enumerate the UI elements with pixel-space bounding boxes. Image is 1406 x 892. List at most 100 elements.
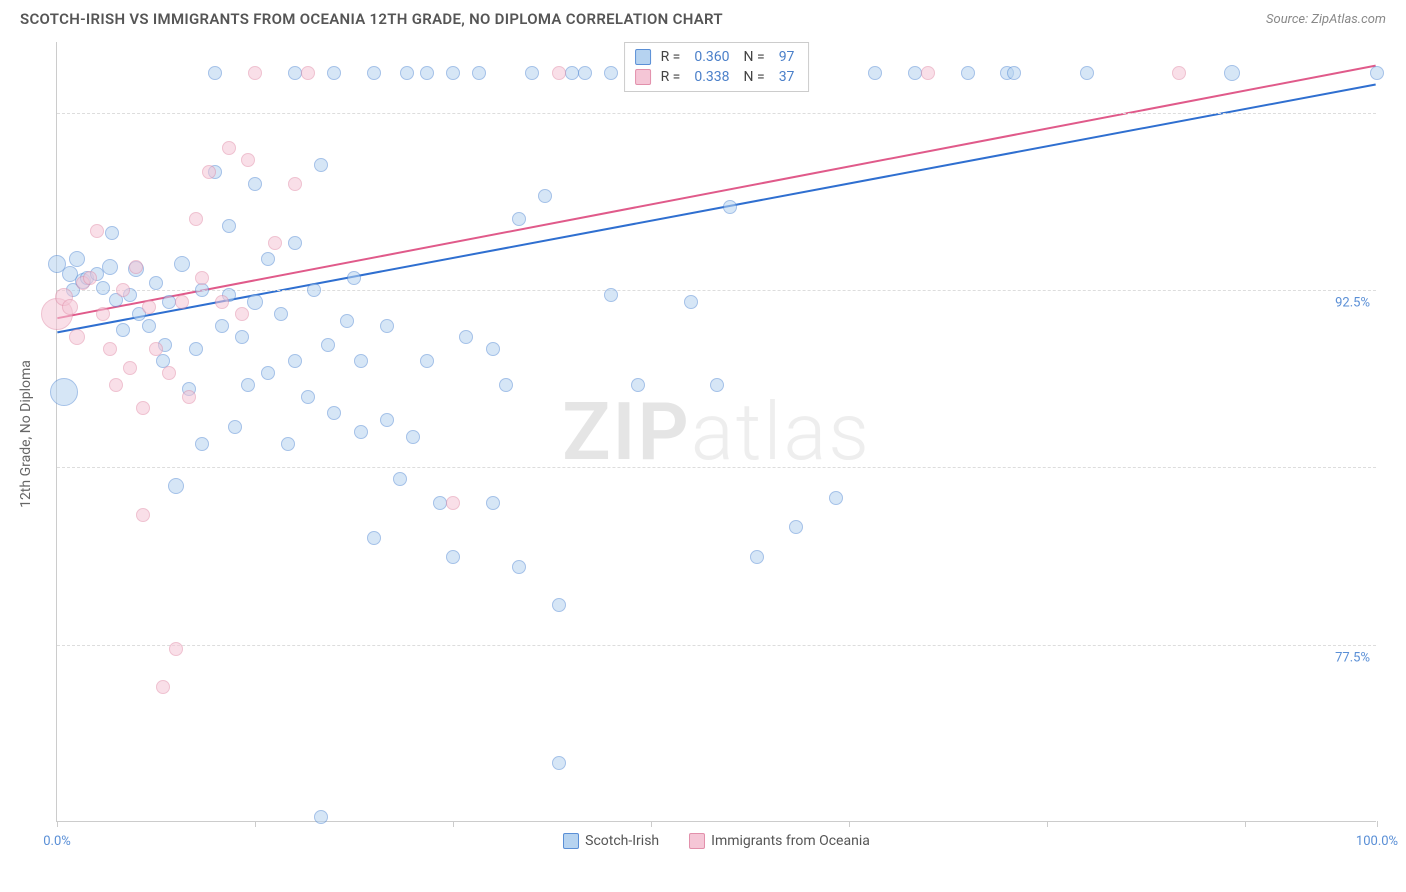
data-point (136, 401, 150, 415)
series-legend: Scotch-IrishImmigrants from Oceania (57, 833, 1376, 849)
x-tick (651, 821, 652, 827)
data-point (235, 330, 249, 344)
data-point (327, 66, 341, 80)
x-tick-label: 0.0% (43, 834, 71, 849)
stat-n-value: 37 (779, 69, 795, 85)
data-point (393, 472, 407, 486)
data-point (400, 66, 414, 80)
data-point (631, 378, 645, 392)
data-point (96, 281, 110, 295)
data-point (406, 430, 420, 444)
y-tick-label: 92.5% (1335, 296, 1370, 311)
legend-swatch (635, 49, 651, 65)
data-point (149, 342, 163, 356)
x-tick-label: 100.0% (1356, 834, 1398, 849)
stat-n-label: N = (744, 69, 765, 85)
data-point (750, 550, 764, 564)
data-point (241, 378, 255, 392)
data-point (142, 300, 156, 314)
data-point (175, 295, 189, 309)
data-point (174, 256, 190, 272)
legend-label: Scotch-Irish (585, 833, 659, 849)
data-point (327, 406, 341, 420)
data-point (789, 520, 803, 534)
data-point (288, 66, 302, 80)
legend-stat-row: R =0.360N =97 (635, 47, 799, 67)
data-point (96, 307, 110, 321)
data-point (446, 550, 460, 564)
data-point (241, 153, 255, 167)
data-point (354, 425, 368, 439)
x-tick (255, 821, 256, 827)
data-point (420, 354, 434, 368)
data-point (288, 236, 302, 250)
data-point (684, 295, 698, 309)
data-point (189, 212, 203, 226)
plot-area: ZIPatlas R =0.360N =97R =0.338N =37 Scot… (56, 42, 1376, 822)
data-point (90, 224, 104, 238)
data-point (142, 319, 156, 333)
scatter-chart: 12th Grade, No Diploma ZIPatlas R =0.360… (0, 34, 1406, 884)
data-point (486, 496, 500, 510)
stat-n-label: N = (744, 49, 765, 65)
gridline (57, 113, 1376, 114)
data-point (261, 252, 275, 266)
data-point (109, 378, 123, 392)
data-point (486, 342, 500, 356)
data-point (604, 288, 618, 302)
x-tick (1047, 821, 1048, 827)
chart-title: SCOTCH-IRISH VS IMMIGRANTS FROM OCEANIA … (20, 10, 723, 28)
stat-r-value: 0.338 (694, 69, 729, 85)
stat-r-label: R = (661, 49, 681, 65)
data-point (202, 165, 216, 179)
data-point (195, 437, 209, 451)
data-point (116, 283, 130, 297)
data-point (321, 338, 335, 352)
data-point (69, 329, 85, 345)
data-point (116, 323, 130, 337)
data-point (169, 642, 183, 656)
data-point (162, 295, 176, 309)
gridline (57, 467, 1376, 468)
data-point (123, 361, 137, 375)
data-point (215, 319, 229, 333)
data-point (208, 66, 222, 80)
data-point (512, 212, 526, 226)
data-point (710, 378, 724, 392)
data-point (604, 66, 618, 80)
x-tick (1245, 821, 1246, 827)
gridline (57, 290, 1376, 291)
legend-stat-row: R = 0.338 N = 37 (635, 67, 799, 87)
data-point (136, 508, 150, 522)
data-point (182, 390, 196, 404)
data-point (102, 259, 118, 275)
stat-r-label: R = (661, 69, 681, 85)
y-axis-label: 12th Grade, No Diploma (18, 360, 34, 508)
data-point (446, 66, 460, 80)
data-point (247, 294, 263, 310)
data-point (301, 66, 315, 80)
data-point (105, 226, 119, 240)
watermark: ZIPatlas (562, 385, 871, 479)
data-point (499, 378, 513, 392)
data-point (62, 299, 78, 315)
x-tick (57, 821, 58, 827)
data-point (367, 531, 381, 545)
x-tick (849, 821, 850, 827)
data-point (565, 66, 579, 80)
data-point (472, 66, 486, 80)
gridline (57, 645, 1376, 646)
data-point (314, 810, 328, 824)
data-point (446, 496, 460, 510)
data-point (222, 141, 236, 155)
data-point (195, 271, 209, 285)
data-point (340, 314, 354, 328)
data-point (314, 158, 328, 172)
data-point (538, 189, 552, 203)
data-point (222, 219, 236, 233)
data-point (552, 756, 566, 770)
legend-swatch (563, 833, 579, 849)
correlation-legend: R =0.360N =97R =0.338N =37 (624, 42, 810, 92)
data-point (1007, 66, 1021, 80)
stat-n-value: 97 (779, 49, 795, 65)
